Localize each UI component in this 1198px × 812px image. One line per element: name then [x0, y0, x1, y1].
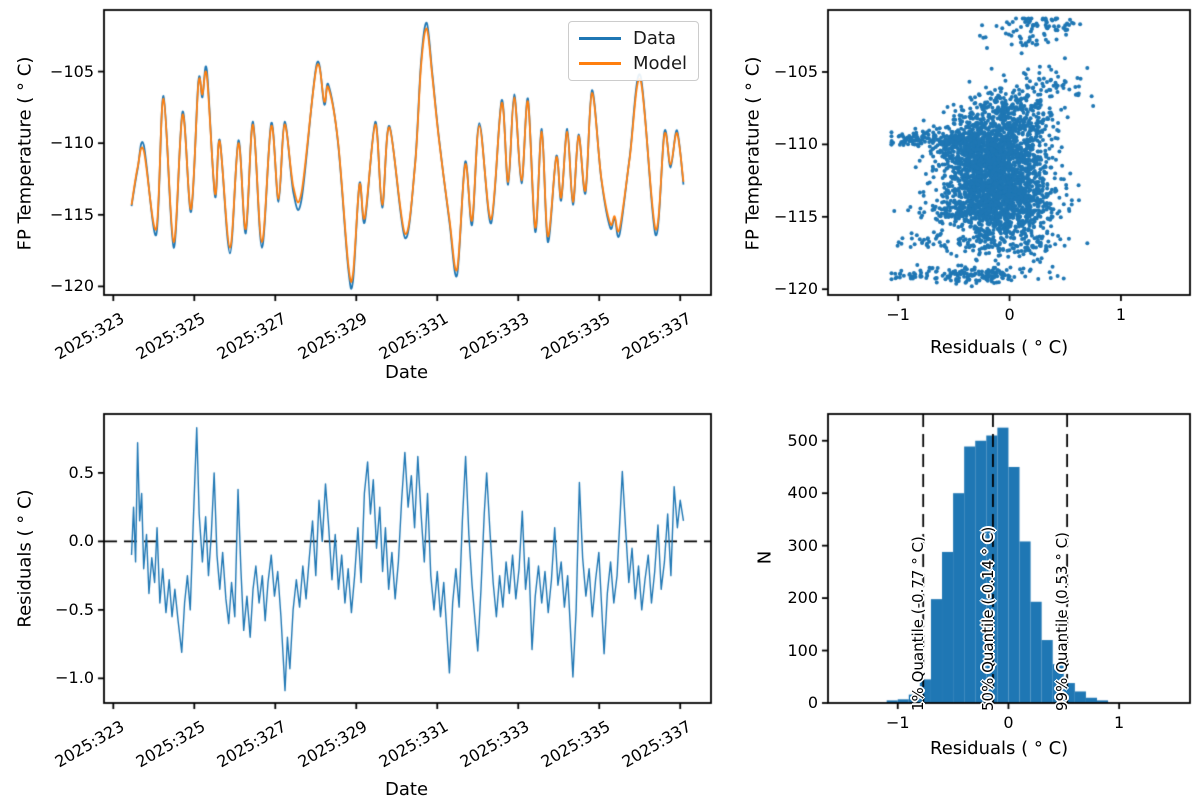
legend-label-model: Model — [633, 53, 688, 74]
legend-entry-data: Data — [569, 28, 698, 49]
tick-label: −0.5 — [55, 599, 94, 619]
tick-label: 0.0 — [68, 531, 94, 551]
bottom-right-yaxis-label: N — [754, 550, 776, 565]
tick-label: 0 — [1003, 713, 1014, 732]
tick-label: −1 — [886, 305, 910, 324]
quantile-label-50: 50% Quantile (-0.14 ° C) — [978, 526, 997, 711]
legend: Data Model — [568, 21, 699, 81]
legend-entry-model: Model — [569, 53, 698, 74]
tick-label: −1.0 — [55, 668, 94, 688]
bottom-right-xaxis-label: Residuals ( ° C) — [930, 738, 1069, 759]
tick-label: −120 — [774, 279, 818, 299]
bottom-left-yaxis-label: Residuals ( ° C) — [14, 489, 36, 628]
quantile-label-99: 99% Quantile (0.53 ° C) — [1053, 532, 1072, 711]
bottom-left-xaxis-label: Date — [385, 779, 429, 800]
tick-label: 0.5 — [68, 462, 94, 482]
top-right-yaxis-label: FP Temperature ( ° C) — [742, 56, 764, 251]
top-left-xaxis-label: Date — [385, 362, 429, 383]
data-line-swatch — [579, 37, 621, 40]
tick-label: −120 — [50, 276, 94, 296]
quantile-label-1: 1% Quantile (-0.77 ° C) — [909, 536, 928, 711]
tick-label: −115 — [50, 204, 94, 224]
legend-label-data: Data — [633, 28, 676, 49]
tick-label: 500 — [787, 430, 818, 450]
tick-label: 0 — [807, 693, 818, 712]
tick-label: 200 — [787, 588, 818, 608]
top-left-yaxis-label: FP Temperature ( ° C) — [14, 56, 36, 251]
tick-label: −110 — [50, 133, 94, 153]
tick-label: −115 — [774, 206, 818, 226]
tick-label: −1 — [885, 713, 910, 732]
tick-label: 1 — [1114, 713, 1125, 732]
model-line-swatch — [579, 62, 621, 65]
tick-label: 1 — [1115, 305, 1127, 324]
tick-label: 0 — [1004, 305, 1015, 324]
tick-label: −105 — [50, 61, 94, 81]
tick-label: −110 — [774, 134, 818, 154]
tick-label: −105 — [774, 61, 818, 81]
top-right-xaxis-label: Residuals ( ° C) — [930, 337, 1069, 358]
tick-label: 100 — [787, 640, 818, 660]
tick-label: 300 — [787, 535, 818, 555]
tick-label: 400 — [787, 483, 818, 503]
